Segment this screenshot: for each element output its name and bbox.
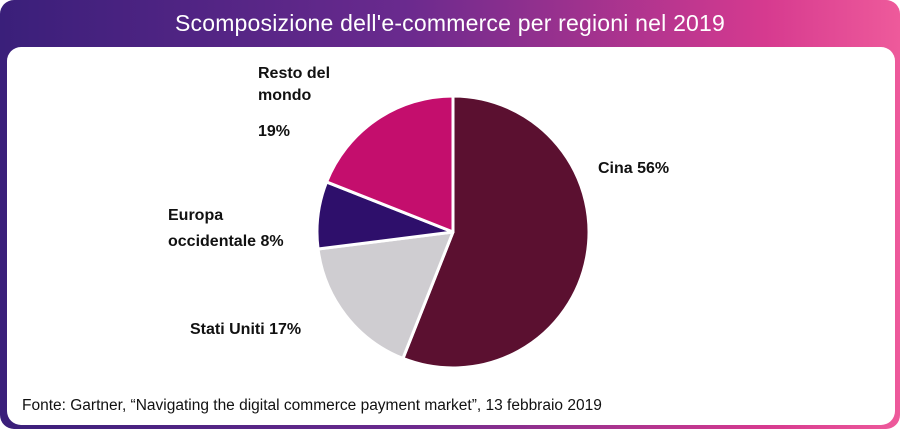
- slice-label-stati-uniti: Stati Uniti 17%: [190, 321, 301, 338]
- slice-label-resto: Resto del mondo 19%: [258, 65, 330, 140]
- chart-title: Scomposizione dell'e-commerce per region…: [174, 9, 726, 36]
- slice-label-cina: Cina 56%: [598, 160, 669, 177]
- pie-slice-cina: [401, 94, 591, 370]
- source-note: Fonte: Gartner, “Navigating the digital …: [22, 397, 602, 414]
- pie-slice-stati-uniti: [316, 230, 455, 360]
- slice-label-europa: Europa occidentale 8%: [168, 207, 284, 250]
- pie-slice-resto: [325, 94, 455, 234]
